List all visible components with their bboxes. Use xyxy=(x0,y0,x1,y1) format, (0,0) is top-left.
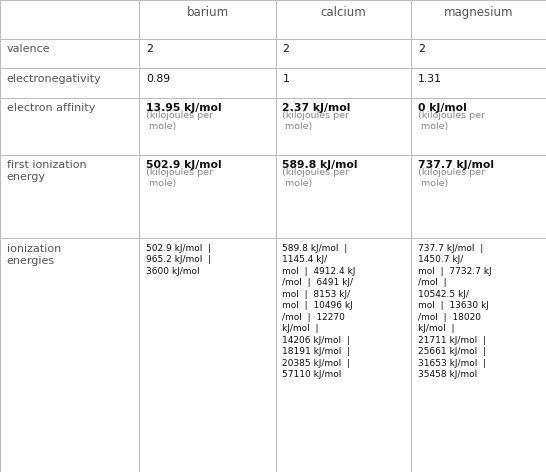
Text: first ionization
energy: first ionization energy xyxy=(7,160,86,182)
Text: 737.7 kJ/mol  |
1450.7 kJ/
mol  |  7732.7 kJ
/mol  |
10542.5 kJ/
mol  |  13630 k: 737.7 kJ/mol | 1450.7 kJ/ mol | 7732.7 k… xyxy=(418,244,491,379)
Text: (kilojoules per
 mole): (kilojoules per mole) xyxy=(282,168,349,188)
Bar xyxy=(139,0,276,39)
Text: 2: 2 xyxy=(146,44,153,54)
Bar xyxy=(0,155,139,238)
Bar xyxy=(276,39,411,68)
Text: 737.7 kJ/mol: 737.7 kJ/mol xyxy=(418,160,494,170)
Text: 2: 2 xyxy=(282,44,289,54)
Text: 502.9 kJ/mol  |
965.2 kJ/mol  |
3600 kJ/mol: 502.9 kJ/mol | 965.2 kJ/mol | 3600 kJ/mo… xyxy=(146,244,211,276)
Text: ionization
energies: ionization energies xyxy=(7,244,61,266)
Bar xyxy=(276,68,411,98)
Bar xyxy=(276,238,411,472)
Bar xyxy=(411,39,546,68)
Text: valence: valence xyxy=(7,44,50,54)
Bar xyxy=(411,155,546,238)
Text: 0.89: 0.89 xyxy=(146,74,170,84)
Text: 502.9 kJ/mol: 502.9 kJ/mol xyxy=(146,160,222,170)
Text: 1: 1 xyxy=(282,74,289,84)
Bar xyxy=(0,98,139,155)
Bar xyxy=(411,0,546,39)
Text: 589.8 kJ/mol  |
1145.4 kJ/
mol  |  4912.4 kJ
/mol  |  6491 kJ/
mol  |  8153 kJ/
: 589.8 kJ/mol | 1145.4 kJ/ mol | 4912.4 k… xyxy=(282,244,355,379)
Text: (kilojoules per
 mole): (kilojoules per mole) xyxy=(418,111,485,131)
Bar xyxy=(139,155,276,238)
Bar xyxy=(411,98,546,155)
Bar xyxy=(0,39,139,68)
Text: 13.95 kJ/mol: 13.95 kJ/mol xyxy=(146,103,222,113)
Bar xyxy=(139,98,276,155)
Bar xyxy=(139,39,276,68)
Bar xyxy=(139,68,276,98)
Text: 2.37 kJ/mol: 2.37 kJ/mol xyxy=(282,103,351,113)
Bar xyxy=(276,0,411,39)
Bar xyxy=(276,98,411,155)
Bar xyxy=(276,155,411,238)
Text: (kilojoules per
 mole): (kilojoules per mole) xyxy=(146,111,213,131)
Text: electronegativity: electronegativity xyxy=(7,74,102,84)
Bar xyxy=(411,238,546,472)
Text: barium: barium xyxy=(186,6,229,19)
Bar xyxy=(0,68,139,98)
Bar xyxy=(0,238,139,472)
Text: 2: 2 xyxy=(418,44,425,54)
Text: (kilojoules per
 mole): (kilojoules per mole) xyxy=(146,168,213,188)
Text: 589.8 kJ/mol: 589.8 kJ/mol xyxy=(282,160,358,170)
Text: (kilojoules per
 mole): (kilojoules per mole) xyxy=(282,111,349,131)
Text: (kilojoules per
 mole): (kilojoules per mole) xyxy=(418,168,485,188)
Bar xyxy=(139,238,276,472)
Text: magnesium: magnesium xyxy=(444,6,513,19)
Bar xyxy=(0,0,139,39)
Text: 0 kJ/mol: 0 kJ/mol xyxy=(418,103,466,113)
Text: electron affinity: electron affinity xyxy=(7,103,95,113)
Bar xyxy=(411,68,546,98)
Text: calcium: calcium xyxy=(321,6,366,19)
Text: 1.31: 1.31 xyxy=(418,74,442,84)
